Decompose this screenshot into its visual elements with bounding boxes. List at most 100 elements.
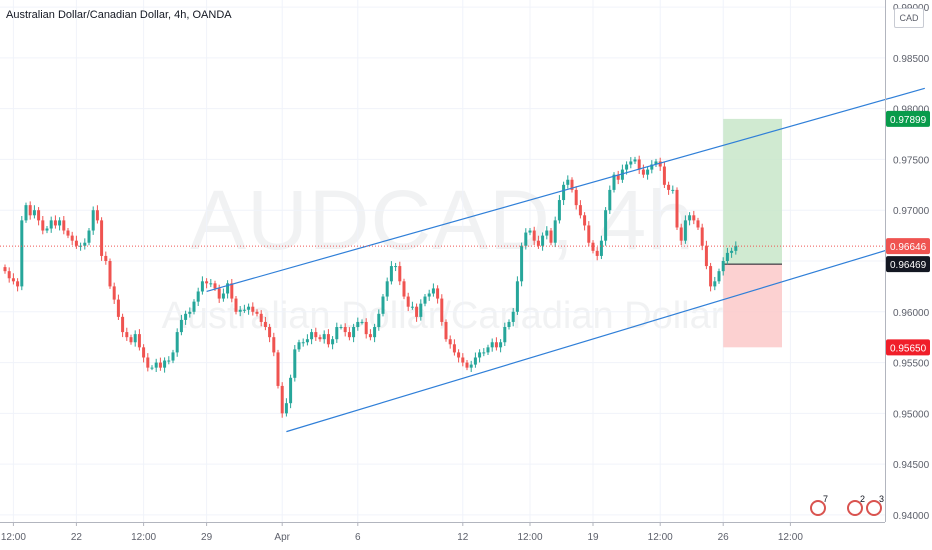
candle[interactable] xyxy=(730,247,734,258)
candle-body[interactable] xyxy=(667,184,671,190)
candle-body[interactable] xyxy=(356,321,360,328)
candle-body[interactable] xyxy=(528,230,532,233)
candle[interactable] xyxy=(108,258,112,289)
candle-body[interactable] xyxy=(410,306,414,308)
candle[interactable] xyxy=(129,334,133,345)
candle[interactable] xyxy=(200,276,204,295)
candle[interactable] xyxy=(45,225,49,234)
candle-body[interactable] xyxy=(650,164,654,170)
candle[interactable] xyxy=(188,307,192,318)
candle-body[interactable] xyxy=(389,266,393,282)
candle[interactable] xyxy=(667,181,671,195)
candle-body[interactable] xyxy=(478,352,482,358)
candle-body[interactable] xyxy=(578,205,582,216)
candle[interactable] xyxy=(478,349,482,363)
candle[interactable] xyxy=(616,170,620,185)
candle-body[interactable] xyxy=(108,261,112,287)
candle[interactable] xyxy=(612,172,616,193)
candle-body[interactable] xyxy=(654,161,658,165)
candle[interactable] xyxy=(650,160,654,174)
candle[interactable] xyxy=(179,314,183,336)
candle-body[interactable] xyxy=(377,313,381,328)
candle[interactable] xyxy=(587,221,591,247)
candle-body[interactable] xyxy=(688,215,692,221)
candle-body[interactable] xyxy=(100,220,104,256)
candle[interactable] xyxy=(331,336,335,350)
candle-body[interactable] xyxy=(444,321,448,340)
candle-body[interactable] xyxy=(608,189,612,211)
candle-body[interactable] xyxy=(620,169,624,180)
candle[interactable] xyxy=(494,337,498,351)
candle-body[interactable] xyxy=(272,337,276,353)
candle[interactable] xyxy=(352,323,356,343)
candle[interactable] xyxy=(339,324,343,330)
candle[interactable] xyxy=(604,207,608,246)
candle-body[interactable] xyxy=(641,169,645,175)
candle[interactable] xyxy=(696,217,700,231)
loss-zone[interactable] xyxy=(723,264,782,348)
candle[interactable] xyxy=(116,294,120,321)
candle-body[interactable] xyxy=(205,281,209,284)
candle-body[interactable] xyxy=(570,179,574,190)
candle-body[interactable] xyxy=(234,298,238,312)
channel-upper-line[interactable] xyxy=(206,87,925,293)
entry-price-label[interactable]: 0.96469 xyxy=(886,256,930,273)
candle-body[interactable] xyxy=(696,220,700,228)
candle[interactable] xyxy=(595,247,599,261)
candle-body[interactable] xyxy=(188,311,192,314)
profit-zone[interactable] xyxy=(723,118,782,265)
candle-body[interactable] xyxy=(671,189,675,191)
candle-body[interactable] xyxy=(142,347,146,358)
candle[interactable] xyxy=(280,382,284,418)
candle[interactable] xyxy=(431,283,435,297)
candle-body[interactable] xyxy=(511,311,515,322)
candle-body[interactable] xyxy=(373,327,377,338)
candle[interactable] xyxy=(230,278,234,303)
candle[interactable] xyxy=(284,398,288,417)
candle-body[interactable] xyxy=(713,281,717,287)
candle[interactable] xyxy=(167,356,171,365)
candle[interactable] xyxy=(688,212,692,226)
candle[interactable] xyxy=(704,240,708,270)
candle-body[interactable] xyxy=(364,321,368,335)
candle[interactable] xyxy=(398,261,402,286)
candle-body[interactable] xyxy=(574,189,578,206)
candle[interactable] xyxy=(196,287,200,306)
candle[interactable] xyxy=(562,181,566,206)
candle-body[interactable] xyxy=(339,327,343,329)
candle-body[interactable] xyxy=(683,220,687,241)
candle-body[interactable] xyxy=(171,352,175,361)
candle-body[interactable] xyxy=(360,321,364,323)
candle-body[interactable] xyxy=(595,250,599,256)
candle[interactable] xyxy=(133,330,137,347)
candle[interactable] xyxy=(499,339,503,353)
candle[interactable] xyxy=(545,226,549,240)
candle-body[interactable] xyxy=(263,321,267,328)
candle-body[interactable] xyxy=(62,220,66,231)
candle[interactable] xyxy=(385,277,389,301)
candle-body[interactable] xyxy=(629,161,633,165)
candle-body[interactable] xyxy=(196,291,200,302)
candle[interactable] xyxy=(461,353,465,367)
candle-body[interactable] xyxy=(562,184,566,201)
candle-body[interactable] xyxy=(129,337,133,343)
candle[interactable] xyxy=(515,276,519,315)
candle-body[interactable] xyxy=(448,339,452,345)
candle[interactable] xyxy=(427,289,431,301)
candle[interactable] xyxy=(557,195,561,224)
candle[interactable] xyxy=(142,344,146,363)
candle[interactable] xyxy=(486,344,490,355)
candle-body[interactable] xyxy=(74,240,78,246)
candle[interactable] xyxy=(646,166,650,180)
candle-body[interactable] xyxy=(289,377,293,404)
candle-body[interactable] xyxy=(251,306,255,312)
last-price-label[interactable]: 0.96646 xyxy=(886,238,930,255)
candle-body[interactable] xyxy=(192,301,196,312)
candle-body[interactable] xyxy=(536,240,540,246)
candle[interactable] xyxy=(100,217,104,261)
candle[interactable] xyxy=(473,352,477,368)
candle-body[interactable] xyxy=(230,283,234,299)
candle-body[interactable] xyxy=(415,306,419,317)
candle[interactable] xyxy=(377,309,381,331)
